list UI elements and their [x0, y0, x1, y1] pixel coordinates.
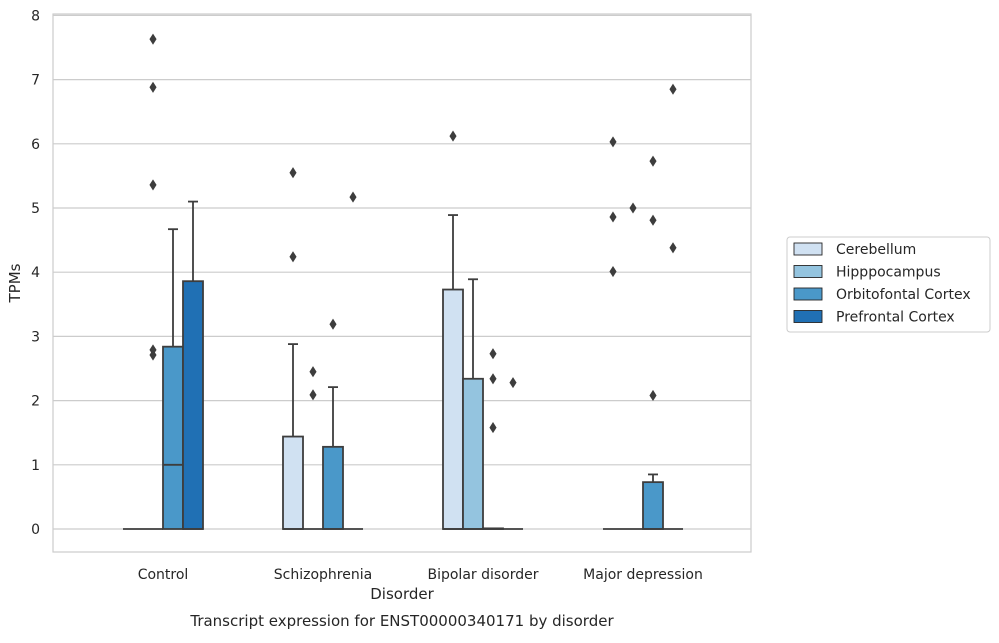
y-tick-label: 8: [31, 8, 40, 24]
outlier-point: [289, 251, 297, 263]
y-tick-label: 5: [31, 201, 40, 217]
x-tick-label: Control: [138, 567, 189, 583]
outlier-point: [649, 389, 657, 402]
outlier-point: [289, 167, 297, 179]
y-tick-label: 3: [31, 329, 40, 345]
outlier-point: [449, 130, 457, 142]
y-tick-label: 4: [31, 265, 40, 281]
legend-swatch: [793, 265, 823, 278]
legend: Cerebellum Hipppocampus Orbitofontal Corte…: [786, 236, 991, 333]
outlier-point: [609, 136, 617, 148]
outlier-point: [669, 83, 677, 95]
outlier-point: [669, 242, 677, 254]
outlier-point: [329, 318, 337, 330]
x-axis-label: Disorder: [370, 585, 434, 603]
outlier-point: [489, 348, 497, 360]
outlier-point: [609, 211, 617, 223]
y-tick-label: 1: [31, 458, 40, 474]
x-axis-ticks: Control Schizophrenia Bipolar disorder Majo…: [138, 567, 703, 583]
x-tick-label: Bipolar disorder: [427, 567, 538, 583]
legend-label: Cerebellum: [836, 242, 916, 258]
y-axis-ticks: 0 1 2 3 4 5 6 7 8: [31, 8, 40, 538]
legend-swatch: [793, 310, 823, 323]
legend-items: Cerebellum Hipppocampus Orbitofontal Corte…: [793, 242, 971, 326]
y-axis-label: TPMs: [6, 263, 24, 303]
outlier-point: [349, 191, 357, 203]
x-tick-label: Schizophrenia: [274, 567, 372, 583]
outlier-point: [649, 214, 657, 226]
y-tick-label: 7: [31, 73, 40, 89]
box: [642, 481, 664, 530]
legend-swatch: [793, 287, 823, 301]
outlier-point: [489, 373, 497, 385]
box: [442, 288, 464, 530]
legend-swatch: [793, 242, 823, 256]
outlier-points: [149, 33, 677, 434]
y-tick-label: 6: [31, 137, 40, 153]
outlier-point: [149, 33, 157, 45]
outlier-point: [649, 155, 657, 167]
legend-label: Orbitofontal Cortex: [836, 287, 971, 303]
legend-frame: [786, 236, 991, 333]
outlier-point: [489, 422, 497, 434]
box: [322, 445, 344, 530]
legend-label: Prefrontal Cortex: [836, 310, 955, 326]
outlier-point: [149, 81, 157, 93]
box: [282, 435, 304, 530]
x-tick-label: Major depression: [583, 567, 703, 583]
legend-label: Hipppocampus: [836, 265, 941, 281]
figure-caption: Transcript expression for ENST0000034017…: [189, 612, 614, 630]
outlier-point: [309, 366, 317, 378]
outlier-point: [629, 202, 637, 214]
outlier-point: [609, 266, 617, 278]
outlier-point: [149, 344, 157, 356]
box: [462, 377, 484, 530]
box: [162, 345, 184, 530]
outlier-point: [309, 389, 317, 401]
plot-area-frame: [52, 13, 752, 553]
box: [182, 280, 204, 530]
outlier-point: [509, 377, 517, 389]
boxes: [123, 200, 683, 530]
y-tick-label: 2: [31, 394, 40, 410]
outlier-point: [149, 179, 157, 191]
y-tick-label: 0: [31, 522, 40, 538]
